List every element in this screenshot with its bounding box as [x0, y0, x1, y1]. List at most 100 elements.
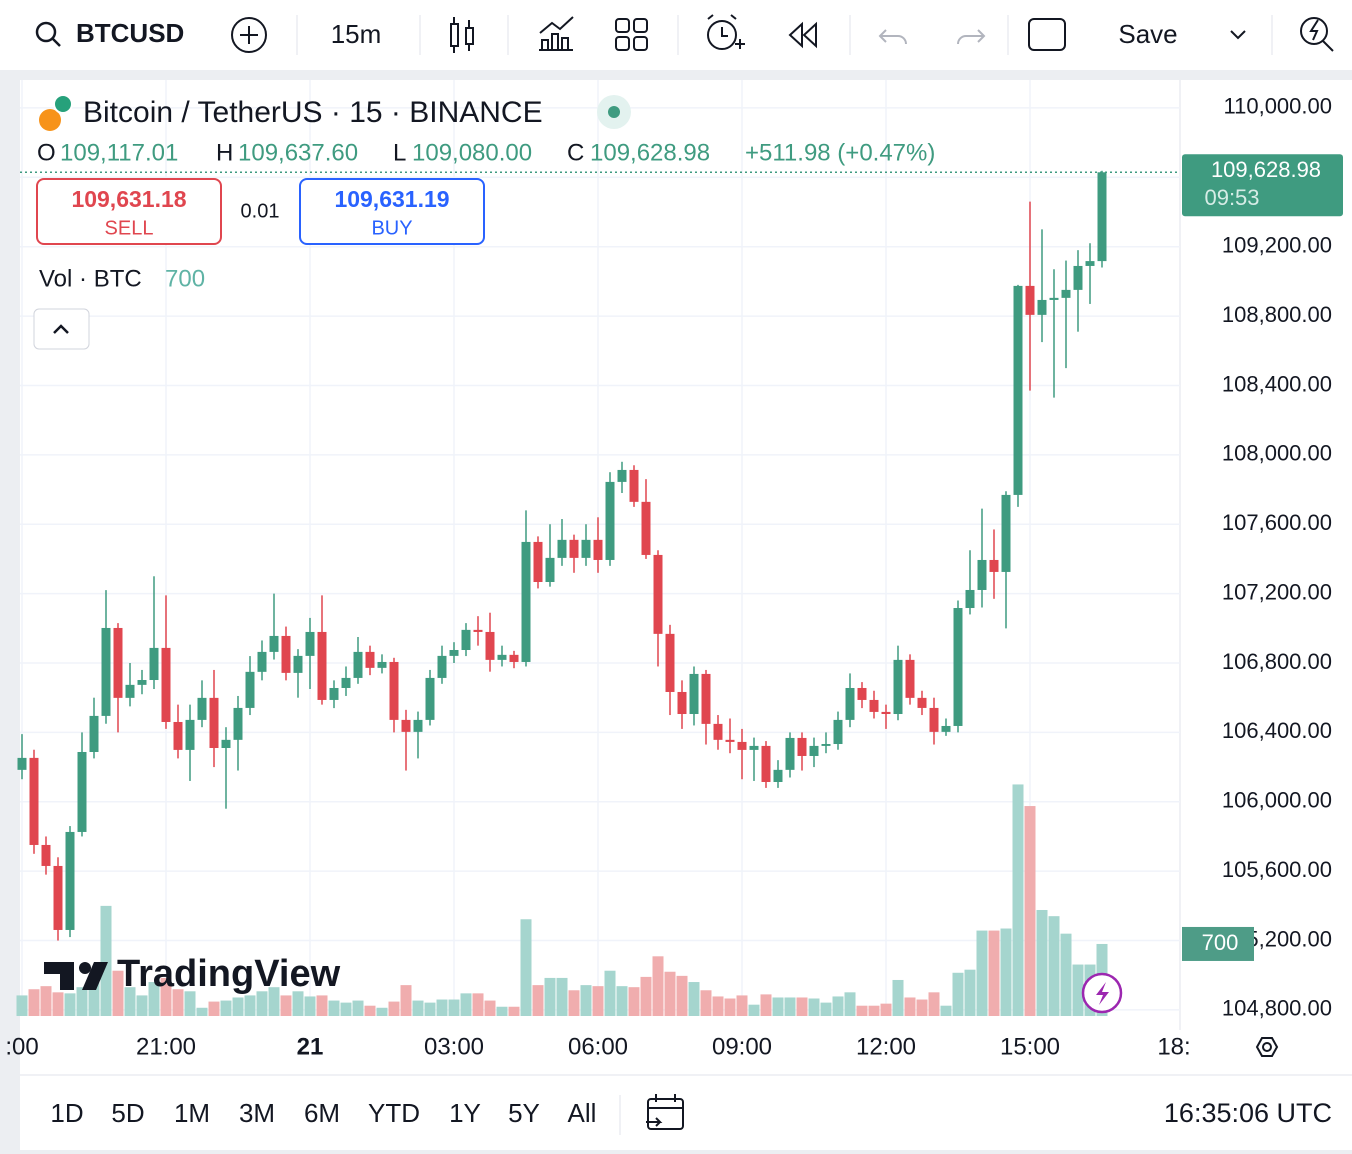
candle-body [125, 684, 135, 698]
candle-body [113, 627, 123, 698]
ohlc-key: C [567, 139, 584, 166]
symbol-search[interactable]: BTCUSD [35, 18, 184, 48]
volume-bar [856, 1005, 868, 1016]
last-price-box [1182, 154, 1343, 217]
undo-button[interactable] [878, 29, 907, 45]
compare-button[interactable] [231, 17, 267, 53]
candle-body [341, 677, 351, 688]
candle-body [497, 654, 507, 660]
candle-body [1085, 261, 1095, 266]
candle-body [677, 691, 687, 715]
indicators-button[interactable] [539, 16, 574, 51]
range-button[interactable]: All [568, 1098, 597, 1128]
x-tick-label: 03:00 [424, 1033, 484, 1060]
collapse-button[interactable] [33, 308, 90, 350]
volume-bar [688, 982, 700, 1016]
x-tick-label: 21:00 [136, 1033, 196, 1060]
range-button[interactable]: 1D [50, 1098, 83, 1128]
candle-body [917, 697, 927, 708]
range-button[interactable]: 6M [304, 1098, 340, 1128]
ohlc-value: 109,117.01 [60, 139, 178, 166]
volume-bar [808, 998, 820, 1016]
volume-legend-value: 700 [165, 265, 205, 292]
candle-body [893, 659, 903, 715]
range-button[interactable]: YTD [368, 1098, 420, 1128]
volume-bar [772, 997, 784, 1016]
volume-bar [880, 1003, 892, 1016]
volume-bar [100, 905, 112, 1016]
volume-bar [508, 1006, 520, 1016]
candle-body [353, 651, 363, 678]
logo-mark [82, 962, 108, 990]
icon [539, 16, 574, 51]
volume-bar [652, 956, 664, 1016]
candle-body [881, 711, 891, 715]
candle-body [461, 629, 471, 650]
candle-body [557, 539, 567, 558]
volume-bar [760, 994, 772, 1016]
candle-body [149, 647, 159, 681]
volume-bar [136, 995, 148, 1016]
candle-body [137, 680, 147, 685]
interval[interactable]: 15m [331, 19, 382, 49]
volume-bar [532, 985, 544, 1016]
candle-body [629, 469, 639, 502]
chevron [53, 324, 69, 334]
candle-body [233, 707, 243, 740]
icon [615, 36, 630, 51]
volume-bar [604, 970, 616, 1016]
range-button[interactable]: 5Y [508, 1098, 540, 1128]
settings-button[interactable] [1255, 1037, 1279, 1057]
replay-button[interactable] [788, 21, 817, 49]
volume-bar [664, 971, 676, 1016]
countdown: 09:53 [1204, 185, 1259, 210]
range-button[interactable]: 3M [239, 1098, 275, 1128]
candle-body [293, 655, 303, 673]
volume-bar [556, 977, 568, 1016]
candle-body [665, 633, 675, 692]
icon [453, 17, 470, 53]
volume-bar [280, 995, 292, 1016]
candle-body [545, 557, 555, 582]
range-button[interactable]: 5D [111, 1098, 144, 1128]
y-tick-label: 106,400.00 [1222, 718, 1332, 743]
volume-bar [40, 986, 52, 1016]
logo-mark [44, 962, 74, 990]
ohlc-key: O [37, 139, 56, 166]
volume-tick-box [1182, 926, 1254, 961]
volume-bar [460, 993, 472, 1016]
quick-search-button[interactable] [1300, 17, 1334, 52]
sell-button[interactable]: 109,631.18 SELL [36, 178, 222, 245]
buy-button[interactable]: 109,631.19 BUY [299, 178, 485, 245]
ohlc-value: 109,637.60 [238, 139, 358, 166]
alert-button[interactable] [707, 14, 745, 50]
range-button[interactable]: 1M [174, 1098, 210, 1128]
volume-bar [472, 993, 484, 1016]
redo-button[interactable] [957, 29, 986, 45]
volume-bar [1000, 928, 1012, 1016]
goto-date-button[interactable] [646, 1094, 684, 1130]
candle-body [425, 677, 435, 720]
volume-bar [52, 992, 64, 1016]
y-tick-label: 104,800.00 [1222, 996, 1332, 1021]
candle-body [821, 744, 831, 746]
ohlc-value: 109,080.00 [412, 139, 532, 166]
candle-body [617, 469, 627, 482]
fullscreen-button[interactable] [1028, 18, 1066, 51]
volume-bar [616, 986, 628, 1016]
candle-body [161, 647, 171, 722]
save-menu-button[interactable] [1230, 30, 1246, 40]
candle-body [653, 554, 663, 634]
volume-bar [256, 991, 268, 1016]
candle-body [65, 831, 75, 930]
plot: 104,800.00105,200.00105,600.00106,000.00… [5, 80, 1343, 1060]
lightning-button[interactable] [1081, 972, 1123, 1014]
volume-bar [352, 1000, 364, 1016]
save-button[interactable]: Save [1118, 19, 1177, 49]
layout-button[interactable] [615, 18, 648, 51]
volume-bar [952, 972, 964, 1016]
chart-type-button[interactable] [450, 17, 474, 53]
candle-body [1061, 289, 1071, 298]
collapse-box [33, 308, 90, 350]
range-button[interactable]: 1Y [449, 1098, 481, 1128]
